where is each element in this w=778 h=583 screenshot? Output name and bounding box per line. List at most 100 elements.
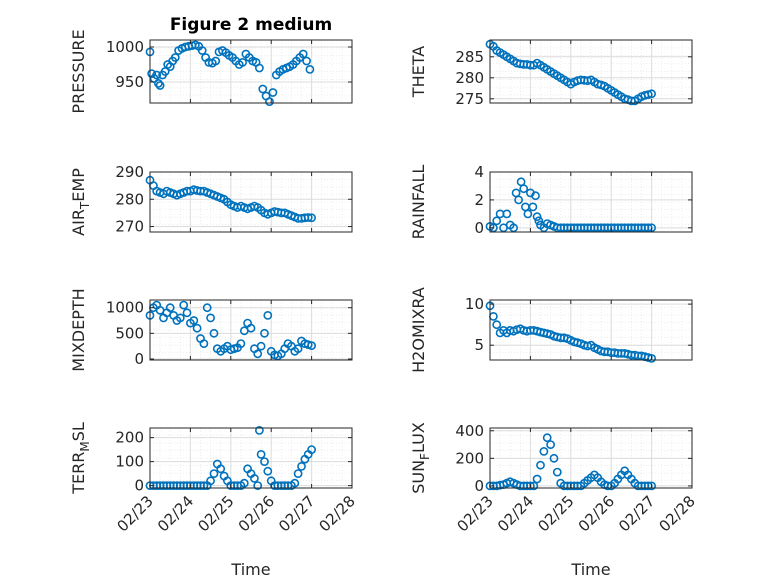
y-tick-label: 280 bbox=[455, 69, 484, 87]
data-point bbox=[256, 449, 266, 459]
data-point bbox=[307, 445, 316, 454]
data-point bbox=[647, 481, 656, 491]
data-point bbox=[199, 339, 209, 348]
figure-title: Figure 2 medium bbox=[170, 15, 332, 35]
data-point bbox=[170, 53, 180, 62]
data-point bbox=[182, 308, 192, 318]
axes-box bbox=[149, 171, 353, 233]
y-axis-label: SUNFLUX bbox=[409, 422, 432, 494]
y-tick-label: 400 bbox=[455, 422, 484, 440]
y-axis-label: TERRMSL bbox=[69, 422, 92, 495]
data-point bbox=[303, 213, 313, 222]
y-tick-label: 10 bbox=[465, 295, 484, 313]
data-point bbox=[236, 339, 246, 348]
data-point bbox=[536, 460, 545, 470]
data-point bbox=[238, 58, 247, 67]
axes-pressure: 950 1000 PRESSURE bbox=[69, 29, 353, 114]
data-point bbox=[298, 49, 308, 59]
data-point bbox=[514, 195, 523, 205]
data-point bbox=[552, 467, 562, 477]
data-point bbox=[260, 328, 269, 338]
data-point bbox=[254, 425, 264, 435]
data-point bbox=[293, 344, 303, 354]
series-mixdepth bbox=[145, 300, 316, 361]
y-tick-label: 950 bbox=[115, 73, 144, 91]
data-point bbox=[216, 464, 226, 474]
data-point bbox=[211, 56, 221, 66]
data-point bbox=[526, 481, 535, 491]
y-axis-label: RAINFALL bbox=[409, 165, 428, 240]
axes-box bbox=[149, 427, 353, 489]
data-point bbox=[155, 81, 165, 90]
series-rainfall bbox=[485, 177, 656, 233]
data-point bbox=[643, 223, 653, 233]
y-tick-label: 100 bbox=[115, 453, 144, 471]
y-tick-label: 270 bbox=[115, 218, 144, 236]
y-axis-label: MIXDEPTH bbox=[69, 288, 88, 371]
axes-box bbox=[489, 299, 693, 361]
data-point bbox=[534, 216, 544, 226]
data-point bbox=[197, 46, 207, 55]
data-point bbox=[165, 303, 175, 313]
data-point bbox=[539, 446, 549, 456]
data-point bbox=[647, 89, 656, 99]
x-axis-label: Time bbox=[570, 560, 610, 579]
data-point bbox=[209, 328, 219, 338]
data-point bbox=[528, 202, 538, 212]
data-point bbox=[253, 349, 263, 359]
data-point bbox=[509, 223, 518, 233]
data-point bbox=[206, 476, 215, 486]
data-point bbox=[263, 466, 273, 476]
data-point bbox=[249, 473, 259, 483]
data-point bbox=[199, 481, 209, 490]
data-point bbox=[189, 316, 199, 325]
series-air_temp bbox=[145, 175, 316, 223]
data-point bbox=[239, 478, 249, 488]
y-tick-label: 285 bbox=[455, 48, 484, 66]
y-tick-label: 275 bbox=[455, 90, 484, 108]
y-tick-label: 280 bbox=[115, 190, 144, 208]
axes-box bbox=[489, 39, 693, 104]
axes-mixdepth: 0 500 1000 MIXDEPTH bbox=[69, 288, 353, 372]
data-point bbox=[523, 209, 533, 219]
series-theta bbox=[485, 39, 656, 106]
data-point bbox=[265, 97, 274, 106]
data-point bbox=[192, 323, 202, 333]
data-point bbox=[268, 88, 278, 97]
data-point bbox=[647, 353, 656, 363]
data-point bbox=[542, 433, 552, 443]
data-point bbox=[290, 478, 300, 488]
data-point bbox=[175, 313, 185, 323]
data-point bbox=[549, 453, 559, 463]
y-tick-label: 1000 bbox=[106, 38, 144, 56]
data-point bbox=[307, 341, 316, 350]
y-tick-label: 200 bbox=[115, 429, 144, 447]
y-tick-label: 2 bbox=[474, 191, 484, 209]
data-point bbox=[152, 70, 162, 80]
data-point bbox=[246, 323, 256, 333]
data-point bbox=[532, 212, 542, 222]
y-axis-label: H2OMIXRA bbox=[409, 287, 428, 373]
data-point bbox=[531, 191, 540, 201]
y-axis-label: AIRTEMP bbox=[69, 168, 92, 236]
data-point bbox=[253, 481, 263, 490]
data-point bbox=[492, 216, 502, 226]
y-tick-label: 0 bbox=[474, 477, 484, 495]
axes-box bbox=[149, 39, 353, 104]
y-tick-label: 290 bbox=[115, 163, 144, 181]
data-point bbox=[502, 209, 512, 219]
data-point bbox=[202, 303, 212, 313]
y-axis-label: THETA bbox=[409, 46, 428, 98]
data-point bbox=[305, 65, 315, 74]
data-point bbox=[293, 469, 303, 478]
data-point bbox=[254, 63, 264, 73]
data-point bbox=[519, 184, 529, 194]
data-point bbox=[260, 457, 269, 466]
data-point bbox=[297, 461, 306, 471]
data-point bbox=[258, 84, 268, 94]
axes-theta: 275 280 285 THETA bbox=[409, 39, 693, 108]
y-tick-label: 1000 bbox=[106, 299, 144, 317]
data-point bbox=[532, 474, 542, 484]
data-point bbox=[307, 213, 316, 223]
